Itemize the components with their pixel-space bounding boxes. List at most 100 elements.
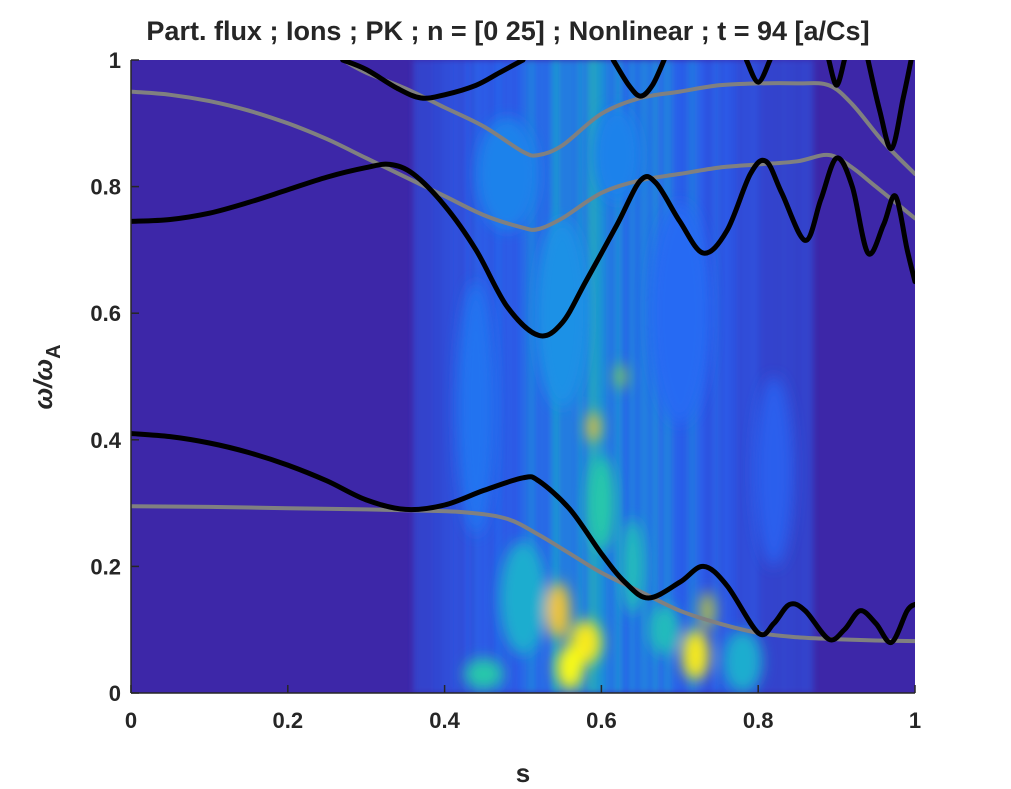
heatmap-blob	[754, 376, 794, 567]
heatmap-streak	[417, 60, 424, 693]
heatmap-streak	[441, 60, 447, 693]
y-tick-label: 0.2	[90, 554, 121, 579]
heatmap-streak	[742, 60, 748, 693]
black-mode-curve-8	[826, 60, 847, 88]
gray-continuum-curve-0	[131, 89, 915, 232]
heatmap-streak	[770, 60, 777, 693]
chart-title: Part. flux ; Ions ; PK ; n = [0 25] ; No…	[146, 16, 869, 46]
black-mode-curve-7	[743, 60, 773, 85]
heatmap-streak	[789, 60, 795, 693]
heatmap-streak	[719, 60, 725, 693]
heatmap-streak	[808, 60, 814, 693]
heatmap-streak	[507, 60, 513, 693]
heatmap-streak	[596, 60, 602, 693]
heatmap-blob	[593, 107, 641, 203]
heatmap-blob	[456, 281, 496, 535]
y-tick-label: 1	[109, 48, 121, 73]
black-mode-curve-6	[610, 60, 667, 99]
heatmap-blob	[534, 218, 590, 409]
y-axis-label: ω/ωA	[28, 344, 65, 409]
heatmap-streak	[502, 60, 508, 693]
heatmap-streak	[587, 60, 593, 693]
heatmap-streak	[747, 60, 753, 693]
heatmap-streak	[634, 60, 640, 693]
heatmap-streak	[751, 60, 758, 693]
heatmap-streak	[733, 60, 739, 693]
heatmap-blob	[648, 604, 680, 656]
heatmap-streak	[723, 60, 730, 693]
heatmap-streak	[648, 60, 654, 693]
x-axis-label: s	[516, 758, 530, 788]
x-tick-label: 1	[909, 708, 921, 733]
heatmap-streak	[714, 60, 720, 693]
heatmap-streak	[624, 60, 631, 693]
heatmap-blob	[621, 518, 645, 614]
heatmap-blob	[464, 658, 504, 690]
heatmap-blob	[587, 455, 616, 551]
black-mode-curve-9	[865, 60, 914, 152]
heatmap-streak	[803, 60, 809, 693]
heatmap-streak	[728, 60, 734, 693]
heatmap-streak	[606, 60, 612, 693]
x-tick-label: 0.4	[429, 708, 460, 733]
gray-continuum-curve-2	[131, 504, 915, 644]
curves-layer	[131, 60, 915, 645]
heatmap-blobs	[456, 107, 794, 693]
heatmap-streak	[535, 60, 541, 693]
heatmap-blob	[722, 629, 763, 693]
heatmap-streak	[709, 60, 715, 693]
heatmap-streak	[516, 60, 523, 693]
heatmap-streak	[432, 60, 438, 693]
heatmap-streak	[775, 60, 781, 693]
heatmap-streak	[766, 60, 772, 693]
black-mode-curve-3	[131, 155, 915, 339]
heatmap-streak	[530, 60, 537, 693]
heatmap-streak	[582, 60, 588, 693]
y-tick-label: 0.8	[90, 175, 121, 200]
heatmap-blob	[681, 629, 710, 681]
heatmap-streak	[446, 60, 452, 693]
black-mode-curve-5	[340, 60, 526, 101]
heatmap-streak	[798, 60, 805, 693]
heatmap-blob	[615, 363, 627, 390]
heatmap-streak	[601, 60, 607, 693]
y-tick-label: 0	[109, 681, 121, 706]
heatmap-streak	[450, 60, 457, 693]
heatmap-streak	[704, 60, 711, 693]
heatmap-streak	[794, 60, 800, 693]
y-tick-label: 0.4	[90, 428, 121, 453]
x-tick-label: 0.2	[273, 708, 304, 733]
heatmap-streak	[756, 60, 762, 693]
heatmap-streak	[780, 60, 786, 693]
heatmap-streak	[737, 60, 744, 693]
heatmap-blob	[499, 541, 547, 656]
heatmap-streak	[591, 60, 598, 693]
heatmap-streak	[427, 60, 433, 693]
y-tick-label: 0.6	[90, 301, 121, 326]
heatmap-streak	[497, 60, 504, 693]
heatmap-streak	[413, 60, 419, 693]
heatmap-blob	[648, 202, 712, 424]
heatmap-streak	[521, 60, 527, 693]
heatmap-streak	[761, 60, 767, 693]
x-tick-label: 0.6	[586, 708, 617, 733]
heatmap-streak	[643, 60, 650, 693]
heatmap-blob	[546, 582, 571, 640]
heatmap-streak	[629, 60, 635, 693]
heatmap-streak	[436, 60, 443, 693]
heatmap-streak	[512, 60, 518, 693]
heatmap-blob	[475, 116, 539, 231]
heatmap-streak	[610, 60, 617, 693]
heatmap-blob	[586, 411, 601, 443]
heatmap-blob	[556, 645, 584, 690]
black-mode-curve-4	[131, 431, 915, 645]
axes: 0 0.2 0.4 0.6 0.8 1 0 0.2 0.4 0.6 0.8 1	[90, 48, 921, 733]
heatmap-streak	[784, 60, 791, 693]
y-axis-label-group: ω/ωA	[28, 344, 65, 409]
heatmap-streak	[526, 60, 532, 693]
y-axis-label-sub: A	[43, 344, 65, 358]
heatmap-layer	[413, 60, 814, 693]
gray-continuum-curve-1	[340, 60, 915, 176]
y-axis-label-main: ω/ω	[28, 359, 58, 410]
x-tick-label: 0	[125, 708, 137, 733]
